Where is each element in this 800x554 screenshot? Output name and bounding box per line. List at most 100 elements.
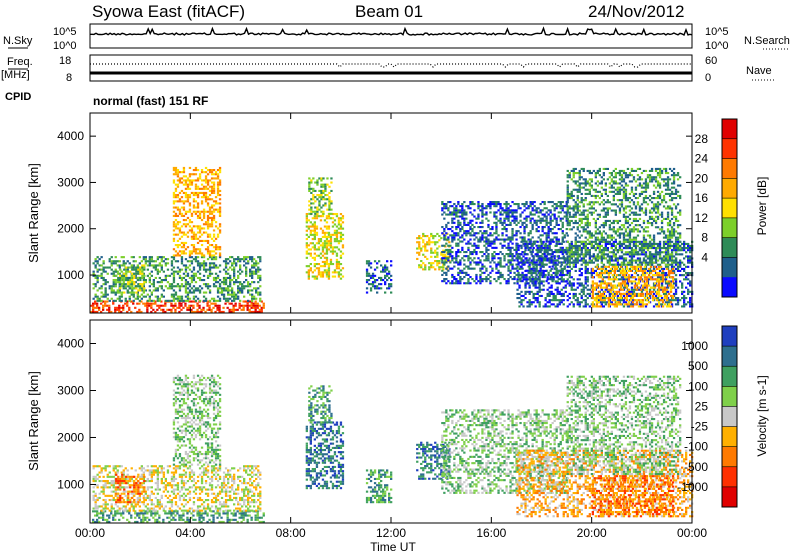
- power-cell: [121, 291, 124, 294]
- power-cell: [428, 243, 431, 246]
- power-cell: [192, 274, 196, 277]
- power-cell: [233, 260, 236, 263]
- power-cell: [232, 304, 235, 307]
- power-cell: [162, 279, 165, 282]
- power-cell: [469, 251, 472, 254]
- power-cell: [651, 274, 655, 277]
- power-cell: [609, 288, 612, 291]
- power-cell: [92, 270, 95, 273]
- power-cell: [132, 268, 135, 271]
- power-cell: [459, 230, 462, 233]
- power-cell: [331, 263, 335, 266]
- power-cell: [455, 226, 458, 229]
- power-cell: [152, 289, 155, 292]
- power-cell: [516, 242, 519, 245]
- power-cell: [318, 200, 321, 203]
- power-cell: [255, 291, 258, 294]
- power-cell: [247, 281, 250, 284]
- power-cell: [591, 276, 594, 279]
- power-cell: [551, 228, 554, 231]
- power-cell: [190, 276, 194, 279]
- power-cell: [212, 306, 215, 309]
- power-cell: [548, 292, 551, 295]
- power-cell: [497, 278, 500, 281]
- power-cell: [507, 217, 510, 220]
- power-cell: [174, 270, 178, 273]
- power-cell: [204, 231, 208, 234]
- power-cell: [467, 259, 470, 262]
- power-cell: [321, 248, 325, 251]
- power-cell: [473, 238, 476, 241]
- power-cell: [178, 295, 182, 298]
- power-cell: [128, 291, 131, 294]
- power-cell: [305, 265, 308, 268]
- power-cell: [562, 274, 565, 277]
- power-cell: [578, 267, 581, 270]
- power-cell: [438, 239, 441, 242]
- power-cell: [459, 205, 462, 208]
- power-cell: [646, 244, 650, 247]
- power-cell: [554, 259, 557, 262]
- power-cell: [644, 259, 648, 262]
- power-cell: [455, 215, 458, 218]
- power-cell: [194, 274, 198, 277]
- power-cell: [629, 305, 633, 308]
- cpid-label: CPID: [5, 91, 31, 103]
- power-cell: [192, 289, 196, 292]
- power-cell: [182, 208, 186, 211]
- power-cell: [570, 282, 573, 285]
- power-cell: [227, 262, 230, 265]
- power-cell: [229, 274, 232, 277]
- power-cell: [540, 282, 543, 285]
- power-cell: [335, 225, 339, 228]
- power-cell: [235, 293, 238, 296]
- power-cell: [313, 244, 316, 247]
- power-cell: [249, 272, 252, 275]
- power-cell: [517, 221, 520, 224]
- power-cell: [192, 295, 196, 298]
- power-cell: [545, 217, 548, 220]
- power-cell: [561, 221, 564, 224]
- power-cell: [630, 247, 634, 250]
- power-cell: [114, 256, 117, 259]
- power-cell: [152, 266, 155, 269]
- power-cell: [174, 225, 178, 228]
- power-cell: [451, 267, 454, 270]
- power-cell: [317, 242, 321, 245]
- power-cell: [242, 306, 245, 309]
- power-cell: [208, 285, 212, 288]
- power-cell: [325, 225, 329, 228]
- power-cell: [516, 269, 519, 272]
- power-cell: [190, 308, 193, 311]
- power-cell: [499, 261, 502, 264]
- power-cell: [501, 244, 504, 247]
- power-cell: [556, 288, 559, 291]
- power-cell: [641, 269, 645, 272]
- power-cell: [158, 281, 161, 284]
- power-cell: [194, 281, 198, 284]
- power-cell: [607, 303, 610, 306]
- power-cell: [422, 232, 425, 235]
- power-cell: [253, 297, 256, 300]
- power-cell: [254, 306, 257, 309]
- power-cell: [202, 266, 206, 269]
- power-cell: [320, 210, 323, 213]
- power-cell: [611, 274, 614, 277]
- power-cell: [216, 246, 220, 249]
- power-cell: [600, 303, 603, 306]
- power-cell: [245, 272, 248, 275]
- power-cell: [365, 291, 369, 294]
- power-cell: [499, 251, 502, 254]
- power-cell: [584, 301, 587, 304]
- power-cell: [224, 270, 228, 273]
- power-cell: [441, 273, 444, 276]
- power-cell: [238, 306, 241, 309]
- power-cell: [584, 294, 587, 297]
- power-cell: [618, 299, 622, 302]
- power-cell: [509, 246, 512, 249]
- power-cell: [511, 242, 514, 245]
- power-cell: [668, 299, 672, 302]
- power-cell: [631, 294, 635, 297]
- power-cell: [565, 215, 568, 218]
- power-cell: [315, 231, 319, 234]
